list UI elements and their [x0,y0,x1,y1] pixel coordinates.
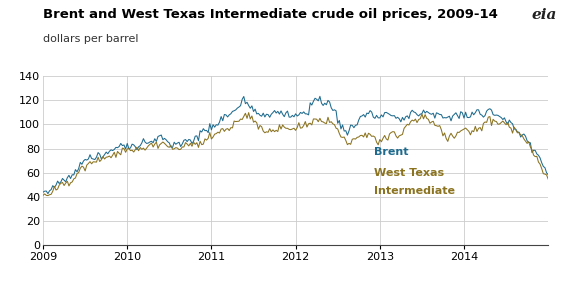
Text: Intermediate: Intermediate [374,186,455,196]
Text: eia: eia [532,8,557,23]
Text: Brent: Brent [374,147,409,157]
Text: Brent and West Texas Intermediate crude oil prices, 2009-14: Brent and West Texas Intermediate crude … [43,8,498,21]
Text: West Texas: West Texas [374,168,444,177]
Text: dollars per barrel: dollars per barrel [43,34,138,44]
